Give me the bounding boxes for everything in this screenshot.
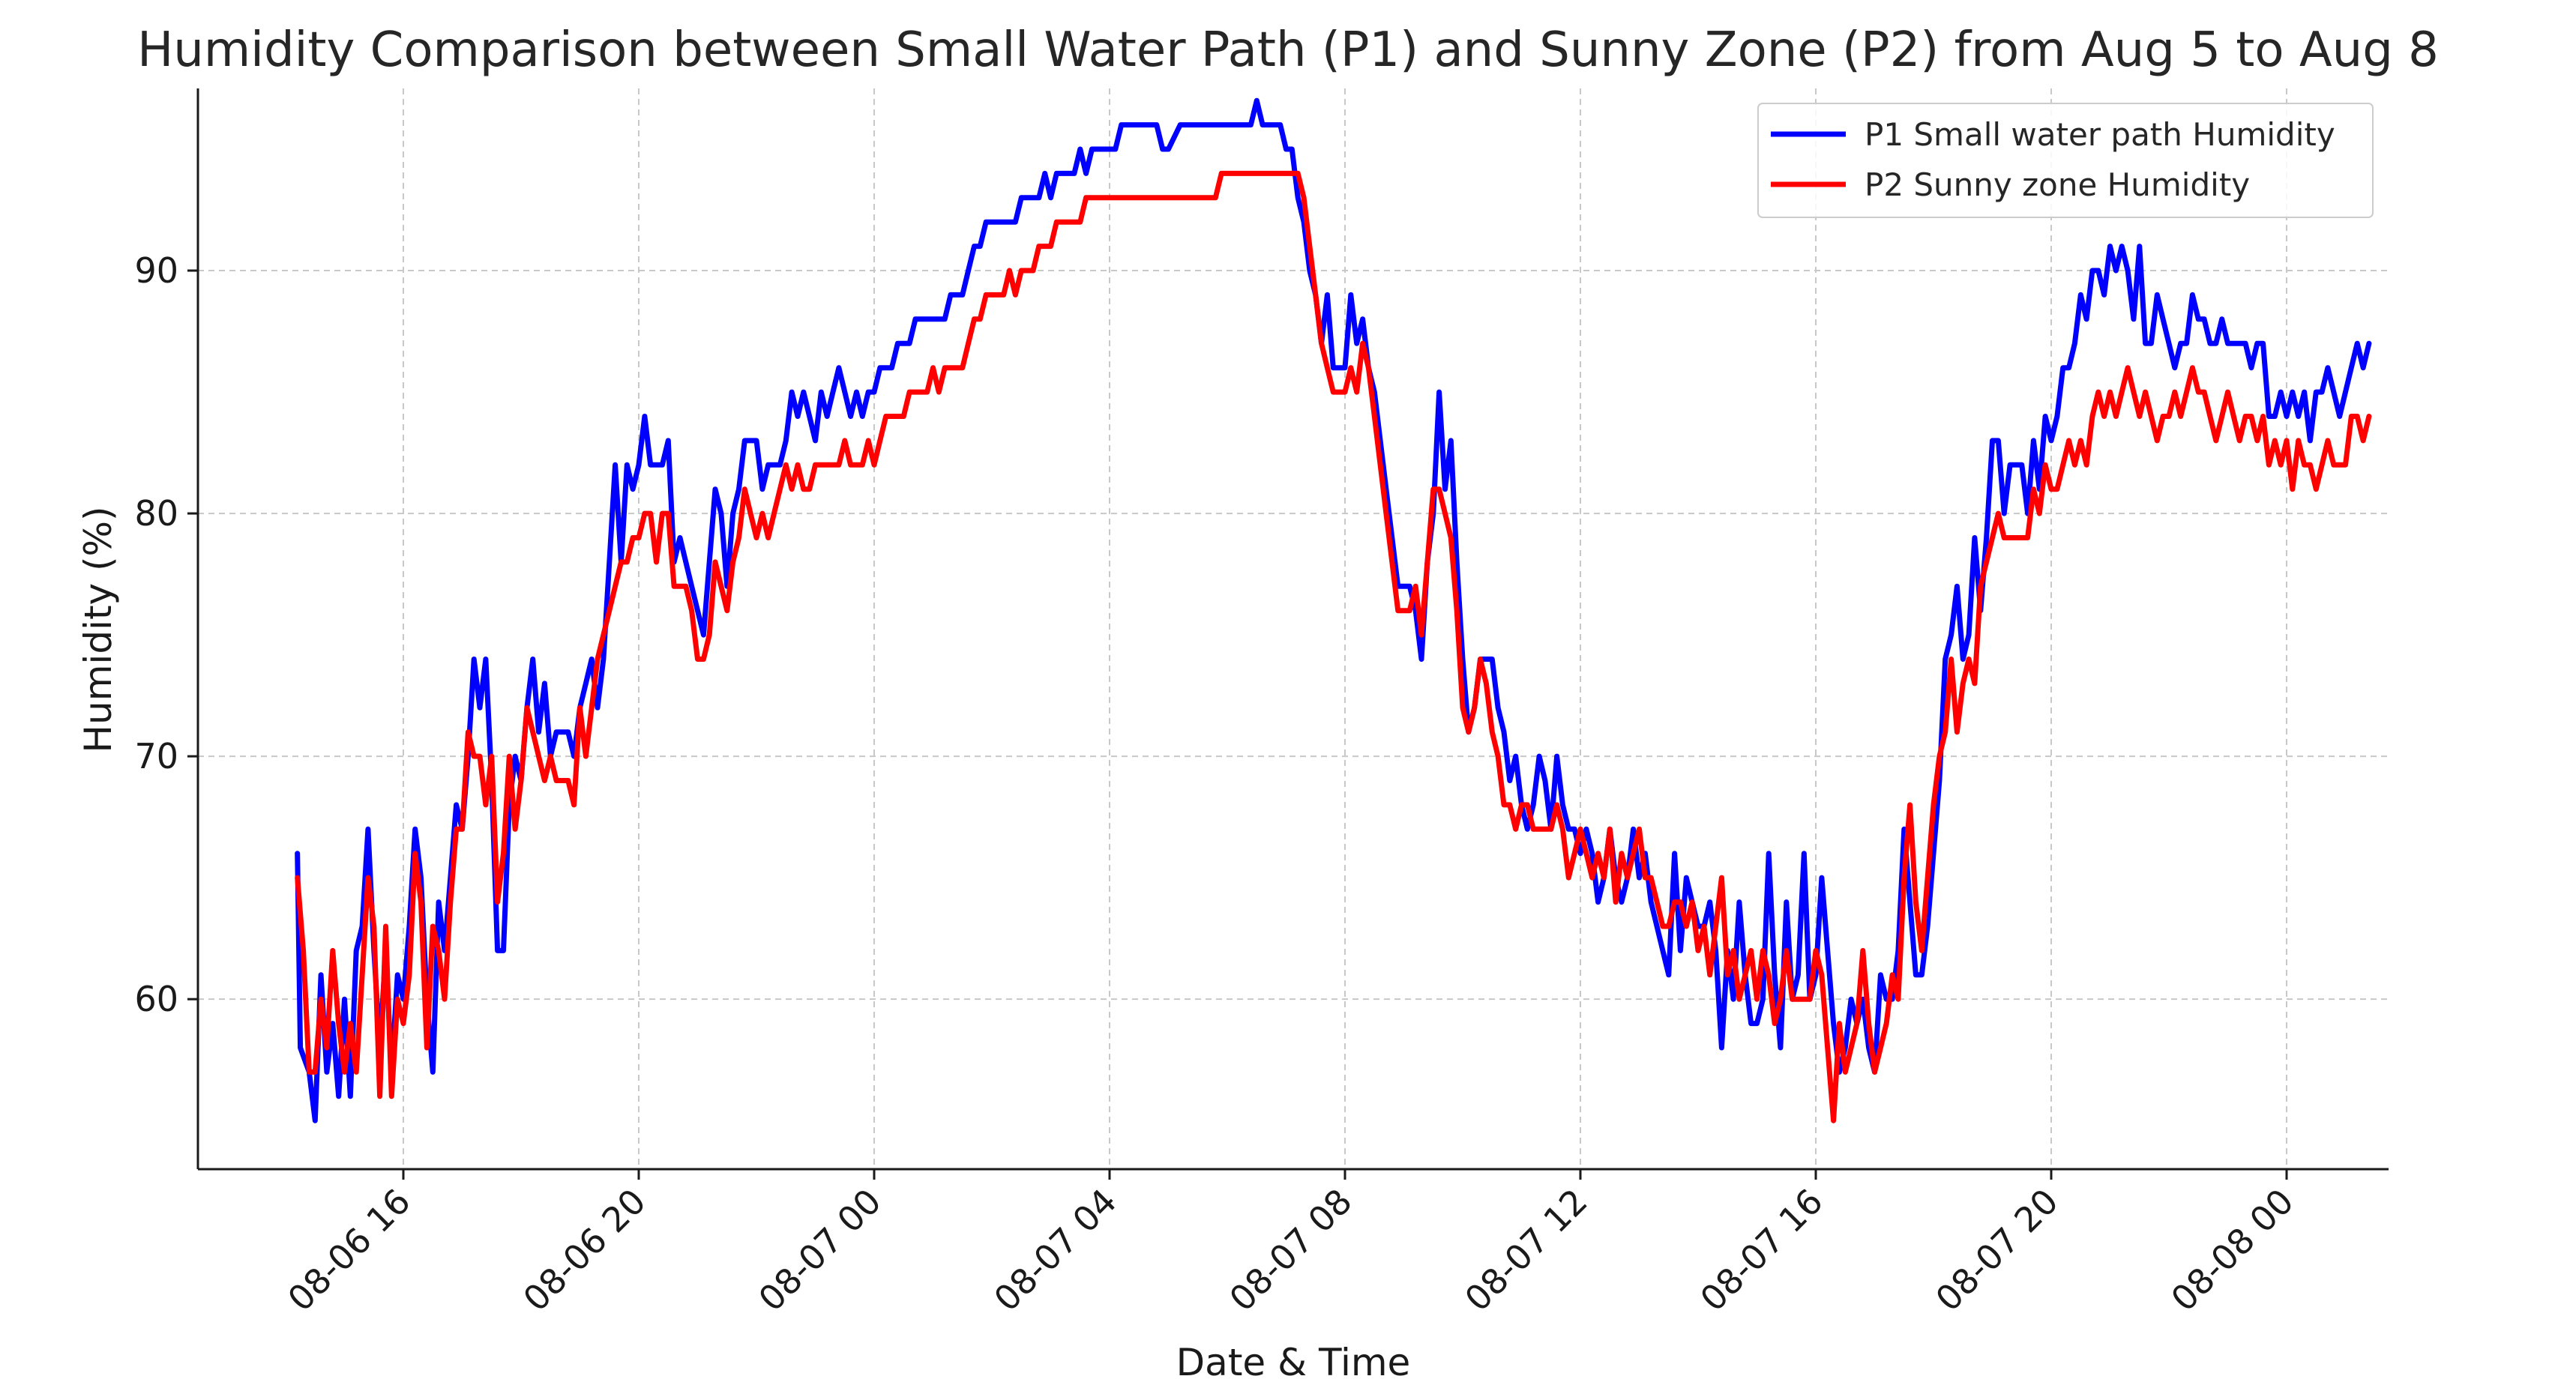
x-tick-label: 08-07 12 [1457, 1181, 1595, 1319]
x-tick-label: 08-07 08 [1221, 1181, 1359, 1319]
legend-box [1757, 103, 2374, 218]
series-layer [295, 97, 2372, 1123]
grid-layer [198, 88, 2389, 1169]
series-line-p2 [295, 170, 2372, 1123]
x-tick-label: 08-07 04 [986, 1181, 1124, 1319]
x-tick-label: 08-08 00 [2163, 1181, 2301, 1319]
x-tick-label: 08-06 16 [280, 1181, 418, 1319]
x-axis-label: Date & Time [1176, 1341, 1411, 1384]
y-tick-label: 90 [134, 250, 178, 291]
y-tick-label: 80 [134, 493, 178, 534]
y-axis-label: Humidity (%) [76, 506, 120, 752]
legend-label-p1: P1 Small water path Humidity [1865, 116, 2335, 153]
y-tick-label: 70 [134, 736, 178, 776]
x-tick-label: 08-06 20 [515, 1181, 653, 1319]
x-tick-label: 08-07 16 [1692, 1181, 1830, 1319]
series-line-p1 [295, 97, 2372, 1123]
chart-title: Humidity Comparison between Small Water … [137, 22, 2439, 78]
x-tick-label: 08-07 20 [1928, 1181, 2065, 1319]
legend-label-p2: P2 Sunny zone Humidity [1865, 166, 2250, 203]
x-tick-label: 08-07 00 [750, 1181, 888, 1319]
legend: P1 Small water path Humidity P2 Sunny zo… [1757, 103, 2374, 218]
y-tick-label: 60 [134, 979, 178, 1019]
tick-layer: 08-06 16 08-06 20 08-07 00 08-07 04 08-07 08… [134, 250, 2301, 1319]
